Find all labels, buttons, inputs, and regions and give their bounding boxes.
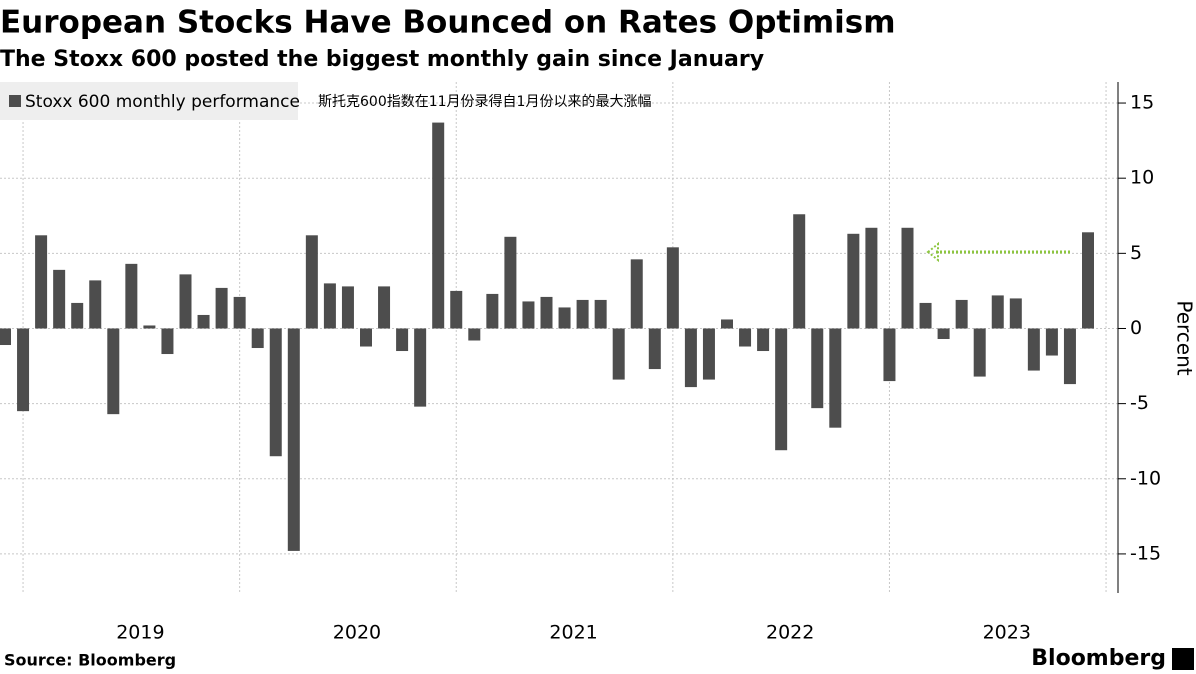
brand: Bloomberg	[1031, 646, 1166, 671]
bar	[1027, 328, 1040, 371]
arrow-head	[926, 241, 939, 263]
bar	[739, 328, 752, 347]
bar	[179, 274, 192, 329]
bar	[847, 233, 860, 329]
bar	[233, 296, 246, 329]
bar	[1082, 232, 1094, 329]
bar	[901, 227, 914, 329]
bar	[811, 328, 824, 409]
bar	[414, 328, 427, 407]
bar	[937, 328, 950, 340]
bar	[991, 295, 1004, 329]
bar	[540, 296, 553, 329]
y-tick-label: 10	[1130, 167, 1154, 189]
bar	[702, 328, 715, 380]
bar	[251, 328, 264, 349]
bar	[323, 283, 336, 329]
bar	[504, 236, 517, 329]
bar	[775, 328, 788, 451]
bar	[35, 235, 48, 329]
bar	[793, 214, 806, 329]
bar	[973, 328, 986, 377]
bar	[612, 328, 625, 380]
bar	[468, 328, 481, 341]
y-tick-label: 5	[1130, 242, 1142, 264]
y-tick-label: -10	[1130, 467, 1161, 489]
brand-icon	[1172, 648, 1194, 670]
chart-title: European Stocks Have Bounced on Rates Op…	[0, 5, 896, 41]
y-tick-label: -5	[1130, 392, 1149, 414]
bar	[53, 269, 66, 329]
x-tick-label: 2023	[983, 622, 1031, 644]
x-tick-label: 2022	[766, 622, 814, 644]
chart-subtitle: The Stoxx 600 posted the biggest monthly…	[0, 47, 764, 72]
bar	[486, 293, 499, 329]
y-tick-label: 0	[1130, 317, 1142, 339]
bar	[684, 328, 697, 388]
bar	[107, 328, 120, 415]
y-tick-label: 15	[1130, 92, 1154, 114]
bar	[71, 302, 84, 329]
bar	[0, 328, 11, 346]
bar	[522, 301, 535, 329]
bar	[341, 286, 354, 329]
bar	[450, 290, 463, 329]
bar	[666, 247, 679, 329]
bar	[919, 302, 932, 329]
bar	[594, 299, 607, 329]
bar	[269, 328, 282, 457]
y-tick-label: -15	[1130, 542, 1161, 564]
bar	[143, 325, 156, 329]
bar	[883, 328, 896, 382]
legend-swatch	[9, 95, 21, 107]
bar	[630, 259, 643, 329]
bar	[125, 263, 138, 329]
bar	[721, 319, 733, 329]
bar	[161, 328, 174, 355]
bar	[1009, 298, 1022, 329]
bar	[558, 307, 571, 329]
bar	[215, 287, 228, 329]
annotation: 斯托克600指数在11月份录得自1月份以来的最大涨幅	[318, 93, 651, 110]
bar	[1045, 328, 1058, 356]
bar	[1063, 328, 1076, 385]
x-tick-label: 2019	[116, 622, 164, 644]
bar	[396, 328, 409, 352]
bar	[432, 122, 445, 329]
bar	[648, 328, 661, 370]
bar	[955, 299, 968, 329]
bar	[360, 328, 372, 347]
x-tick-label: 2021	[549, 622, 597, 644]
bar	[197, 314, 210, 329]
legend-box	[0, 82, 298, 120]
y-axis-title: Percent	[1173, 300, 1196, 375]
bar	[865, 227, 878, 329]
bar	[305, 235, 318, 329]
legend-label: Stoxx 600 monthly performance	[25, 92, 300, 112]
bar	[378, 286, 391, 329]
bar	[89, 280, 102, 329]
bar	[757, 328, 770, 352]
x-tick-label: 2020	[333, 622, 381, 644]
bar	[17, 328, 30, 412]
bar	[287, 328, 300, 551]
source: Source: Bloomberg	[4, 651, 176, 670]
bar	[576, 299, 589, 329]
bar	[829, 328, 842, 428]
